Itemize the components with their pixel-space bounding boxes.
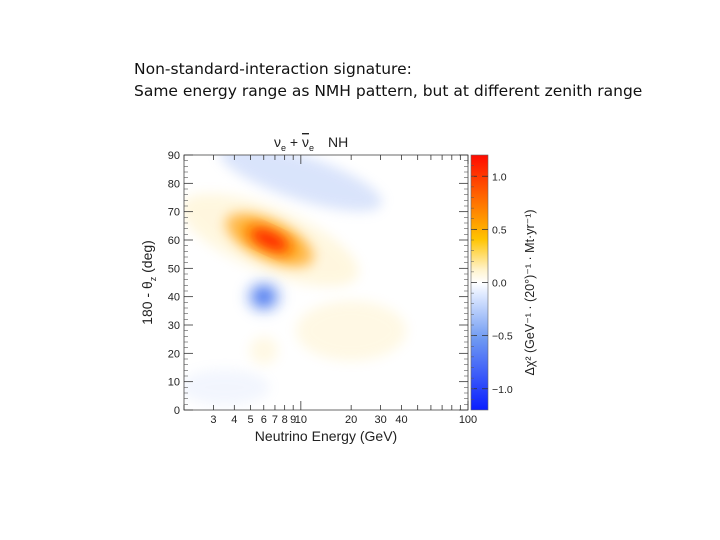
positive-band-low-region xyxy=(296,300,407,361)
positive-spot-small-region xyxy=(249,336,278,365)
colorbar-tick-label: 1.0 xyxy=(492,171,507,183)
y-tick-label: 90 xyxy=(168,150,180,162)
heatmap-body xyxy=(184,155,468,410)
x-tick-label: 9 xyxy=(290,414,296,426)
plot-frame xyxy=(183,154,469,411)
heatmap-figure: νe + νe NH 0 10 20 30 40 50 60 70 80 90 3 4 5 6 7 8 9 10 20… xyxy=(134,128,544,463)
chart-title: νe + νe NH xyxy=(274,134,348,153)
x-tick-label: 20 xyxy=(345,414,357,426)
slide-caption: Non-standard-interaction signature: Same… xyxy=(134,58,642,102)
negative-bottom-region xyxy=(184,369,270,406)
y-tick-label: 50 xyxy=(168,263,180,275)
x-tick-label: 3 xyxy=(210,414,216,426)
x-tick-label: 40 xyxy=(395,414,407,426)
x-tick-label: 10 xyxy=(295,414,307,426)
y-tick-label: 0 xyxy=(174,405,180,417)
colorbar-tick-label: 0.0 xyxy=(492,278,507,290)
y-tick-label: 80 xyxy=(168,178,180,190)
x-tick-label: 6 xyxy=(261,414,267,426)
negative-spot-core-1 xyxy=(252,286,275,307)
y-tick-label: 70 xyxy=(168,207,180,219)
colorbar: 1.0 0.5 0.0 −0.5 −1.0 xyxy=(470,154,513,411)
caption-line-2: Same energy range as NMH pattern, but at… xyxy=(134,82,643,100)
x-tick-label: 30 xyxy=(374,414,386,426)
y-tick-label: 30 xyxy=(168,320,180,332)
colorbar-label: Δχ² (GeV⁻¹ · (20°)⁻¹ · Mt·yr⁻¹) xyxy=(523,209,537,375)
colorbar-tick-label: −0.5 xyxy=(492,331,513,343)
colorbar-tick-label: 0.5 xyxy=(492,224,507,236)
x-tick-label: 4 xyxy=(231,414,237,426)
colorbar-tick-label: −1.0 xyxy=(492,384,513,396)
negative-band-top-region xyxy=(219,155,382,212)
positive-peak-core-2 xyxy=(251,228,289,252)
x-tick-label: 8 xyxy=(282,414,288,426)
y-tick-label: 60 xyxy=(168,235,180,247)
y-tick-label: 20 xyxy=(168,348,180,360)
y-tick-label: 10 xyxy=(168,377,180,389)
x-tick-label: 5 xyxy=(247,414,253,426)
y-axis-label: 180 - θz (deg) xyxy=(139,240,158,325)
y-tick-label: 40 xyxy=(168,292,180,304)
x-tick-label: 7 xyxy=(272,414,278,426)
caption-line-1: Non-standard-interaction signature: xyxy=(134,60,412,78)
x-axis-label: Neutrino Energy (GeV) xyxy=(255,428,397,444)
x-tick-label: 100 xyxy=(459,414,477,426)
